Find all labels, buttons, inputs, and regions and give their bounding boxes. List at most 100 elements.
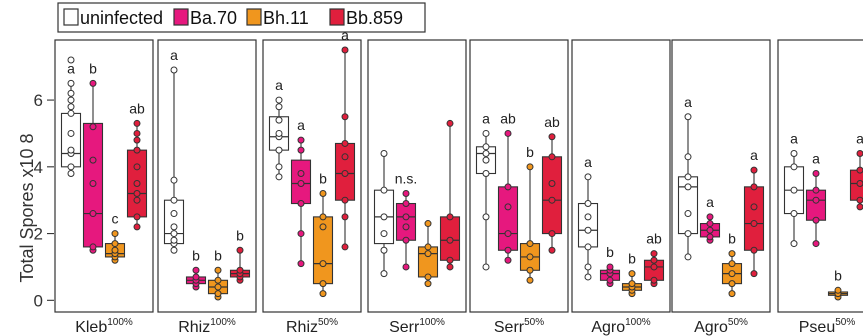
data-point bbox=[89, 79, 97, 87]
box-body bbox=[541, 156, 563, 235]
panel-label: Serr100% bbox=[389, 317, 445, 336]
box-ba70: ab bbox=[497, 110, 519, 264]
data-point bbox=[170, 230, 178, 238]
box-body bbox=[60, 112, 82, 168]
data-point bbox=[706, 213, 714, 221]
data-point bbox=[446, 213, 454, 221]
box-body bbox=[395, 202, 417, 241]
data-point bbox=[446, 236, 454, 244]
data-point bbox=[89, 156, 97, 164]
data-point bbox=[111, 230, 119, 238]
data-point bbox=[812, 169, 820, 177]
data-point bbox=[504, 183, 512, 191]
data-point bbox=[504, 256, 512, 264]
data-point bbox=[67, 109, 75, 117]
significance-label: a bbox=[275, 77, 283, 93]
panel-label-superscript: 50% bbox=[728, 317, 748, 328]
panel-frame bbox=[157, 39, 257, 313]
data-point bbox=[319, 290, 327, 298]
legend-swatch bbox=[329, 8, 345, 26]
y-tick-label: 2 bbox=[34, 225, 43, 244]
box-bh11: b bbox=[519, 144, 541, 284]
data-point bbox=[380, 246, 388, 254]
panel-serr: Serr100% n.s. bbox=[367, 39, 467, 336]
data-point bbox=[89, 180, 97, 188]
data-point bbox=[482, 143, 490, 151]
panel-agro: Agro100%ab bab bbox=[571, 39, 671, 336]
data-point bbox=[482, 129, 490, 137]
legend-label: uninfected bbox=[80, 8, 163, 28]
data-point bbox=[192, 266, 200, 274]
significance-label: a bbox=[482, 110, 490, 126]
data-point bbox=[650, 250, 658, 258]
data-point bbox=[834, 286, 842, 294]
significance-label: a bbox=[170, 47, 178, 63]
panel-label-superscript: 50% bbox=[835, 317, 855, 328]
significance-label: ab bbox=[646, 231, 662, 247]
data-point bbox=[548, 133, 556, 141]
panel-agro: Agro50% a a b a bbox=[671, 39, 771, 336]
box-ba70: b bbox=[599, 244, 621, 288]
data-point bbox=[424, 273, 432, 281]
data-point bbox=[341, 243, 349, 251]
legend-item: Bb.859 bbox=[329, 8, 403, 28]
legend-label: Bh.11 bbox=[263, 8, 309, 28]
data-point bbox=[628, 280, 636, 288]
box-bh11: b bbox=[621, 251, 643, 298]
data-point bbox=[297, 146, 305, 154]
box-ba70: b bbox=[82, 60, 104, 254]
y-axis-ticks: 0 2 4 6 bbox=[34, 91, 54, 310]
box-bh11: b bbox=[827, 267, 849, 301]
data-point bbox=[341, 196, 349, 204]
data-point bbox=[706, 220, 714, 228]
box-bb859: a bbox=[334, 27, 356, 251]
data-point bbox=[170, 246, 178, 254]
data-point bbox=[133, 223, 141, 231]
data-point bbox=[297, 230, 305, 238]
data-point bbox=[402, 223, 410, 231]
data-point bbox=[89, 243, 97, 251]
data-point bbox=[526, 163, 534, 171]
box-bb859: ab bbox=[541, 114, 563, 254]
data-point bbox=[133, 163, 141, 171]
panel-label-superscript: 100% bbox=[419, 317, 445, 328]
data-point bbox=[380, 186, 388, 194]
box-bb859: ab bbox=[126, 100, 148, 231]
data-point bbox=[446, 256, 454, 264]
panel-label: Pseu50% bbox=[799, 317, 856, 336]
data-point bbox=[684, 113, 692, 121]
panel-label: Kleb100% bbox=[75, 317, 133, 336]
box-ba70: a bbox=[805, 150, 827, 248]
data-point bbox=[750, 203, 758, 211]
data-point bbox=[297, 200, 305, 208]
data-point bbox=[750, 220, 758, 228]
box-uninfected: a bbox=[577, 154, 599, 281]
box-bb859: b bbox=[229, 227, 251, 284]
data-point bbox=[133, 136, 141, 144]
significance-label: a bbox=[750, 147, 758, 163]
data-point bbox=[402, 200, 410, 208]
box-bh11: b bbox=[721, 231, 743, 298]
data-point bbox=[275, 96, 283, 104]
significance-label: b bbox=[526, 144, 534, 160]
significance-label: a bbox=[684, 94, 692, 110]
data-point bbox=[684, 210, 692, 218]
data-point bbox=[297, 169, 305, 177]
data-point bbox=[790, 240, 798, 248]
data-point bbox=[504, 203, 512, 211]
data-point bbox=[728, 260, 736, 268]
panel-frame bbox=[571, 39, 671, 313]
data-point bbox=[790, 210, 798, 218]
data-point bbox=[526, 240, 534, 248]
data-point bbox=[812, 186, 820, 194]
data-point bbox=[606, 263, 614, 271]
significance-label: a bbox=[706, 194, 714, 210]
data-point bbox=[170, 236, 178, 244]
box-ba70: a bbox=[290, 117, 312, 268]
legend-label: Bb.859 bbox=[346, 8, 403, 28]
data-point bbox=[402, 213, 410, 221]
data-point bbox=[214, 283, 222, 291]
significance-label: b bbox=[192, 247, 200, 263]
